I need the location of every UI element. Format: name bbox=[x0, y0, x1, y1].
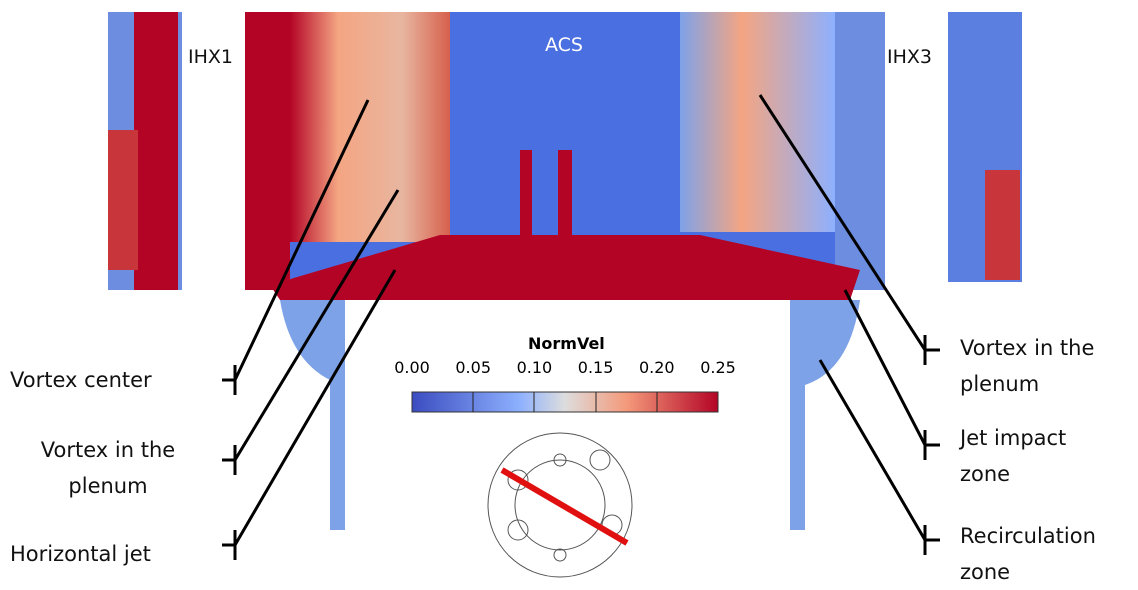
vortex-left bbox=[290, 12, 450, 242]
acs-jet bbox=[558, 150, 572, 240]
panel-jet bbox=[108, 130, 138, 270]
panel-jet bbox=[985, 170, 1020, 280]
colorbar-tick-label: 0.25 bbox=[693, 358, 743, 377]
annotation: Vortex center bbox=[10, 362, 210, 398]
vortex-right bbox=[680, 12, 835, 232]
section-line bbox=[502, 470, 627, 543]
annotation: Horizontal jet bbox=[10, 536, 210, 572]
annotation: Vortex in the plenum bbox=[960, 330, 1130, 402]
ihx1-wall bbox=[245, 12, 290, 290]
annotation: Jet impact zone bbox=[960, 420, 1090, 492]
colorbar-title: NormVel bbox=[528, 334, 605, 353]
region-label: IHX1 bbox=[188, 46, 233, 68]
panel-jet bbox=[134, 12, 178, 290]
acs-jet bbox=[520, 150, 532, 240]
colorbar-tick-label: 0.05 bbox=[448, 358, 498, 377]
colorbar-tick-label: 0.15 bbox=[571, 358, 621, 377]
figure: IHX1 ACS IHX3 NormVel 0.00 0.05 0.10 0.15 0.… bbox=[0, 0, 1138, 586]
colorbar-tick-label: 0.10 bbox=[509, 358, 559, 377]
plenum-right bbox=[790, 300, 860, 530]
colorbar-tick-label: 0.20 bbox=[632, 358, 682, 377]
annotation: Vortex in the plenum bbox=[18, 432, 198, 504]
region-label: ACS bbox=[545, 34, 583, 56]
region-label: IHX3 bbox=[887, 46, 932, 68]
colorbar-tick-label: 0.00 bbox=[387, 358, 437, 377]
annotation: Recirculation zone bbox=[960, 518, 1130, 590]
colorbar bbox=[412, 392, 718, 412]
